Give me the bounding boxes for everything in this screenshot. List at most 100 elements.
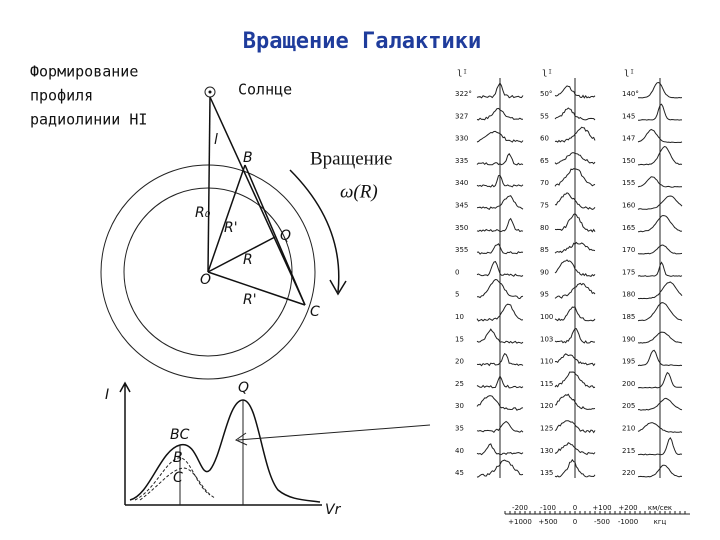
profile-curve	[476, 195, 524, 210]
longitude-label: 140°	[622, 90, 639, 98]
profile-curve	[554, 126, 596, 143]
profile-curve	[554, 192, 596, 210]
profile-curve	[637, 302, 683, 322]
profile-curve	[554, 328, 596, 344]
profile-curve	[554, 306, 596, 322]
plot-label: C	[173, 470, 183, 486]
longitude-label: 200	[622, 380, 635, 388]
caption-line: радиолинии HI	[30, 111, 147, 129]
caption-line: профиля	[30, 87, 93, 105]
profile-curve	[476, 217, 524, 233]
profile-curve	[638, 103, 682, 121]
profile-curve	[476, 174, 524, 188]
profile-curve	[476, 420, 524, 434]
geo-label: R	[243, 252, 253, 268]
profile-curve	[637, 81, 683, 99]
longitude-label: 10	[455, 313, 464, 321]
longitude-label: 95	[540, 291, 549, 299]
longitude-label: 145	[622, 112, 635, 120]
profile-curve	[637, 331, 683, 344]
profile-curve	[637, 437, 683, 456]
longitude-label: 120	[540, 402, 553, 410]
longitude-label: 190	[622, 335, 635, 343]
longitude-label: 180	[622, 291, 635, 299]
scale-label: км/сек	[648, 504, 672, 512]
geo-label: O	[200, 272, 211, 288]
longitude-label: 150	[622, 157, 635, 165]
profile-curve	[476, 353, 524, 367]
profile-curve	[637, 349, 683, 367]
profile-curve	[638, 397, 683, 411]
longitude-label: 135	[540, 469, 553, 477]
longitude-label: 60	[540, 135, 549, 143]
profile-curve	[554, 213, 596, 233]
longitude-label: 195	[622, 358, 635, 366]
geo-label: B	[243, 150, 253, 166]
longitude-label: 65	[540, 157, 549, 165]
plot-label: BC	[170, 427, 190, 443]
profile-curve	[476, 130, 524, 143]
profile-curve	[637, 244, 683, 255]
scale-label: -500	[594, 518, 610, 526]
longitude-label: 115	[540, 380, 553, 388]
longitude-label: 100	[540, 313, 553, 321]
profile-curve	[554, 282, 596, 299]
profile-curve	[554, 107, 596, 121]
scale-label: +1000	[508, 518, 532, 526]
plot-label: Vr	[325, 502, 342, 518]
longitude-label: 345	[455, 202, 468, 210]
geo-label: C	[310, 304, 320, 320]
scale-label: 0	[573, 504, 577, 512]
longitude-label: 25	[455, 380, 464, 388]
column-header: lᴵ	[457, 70, 468, 80]
longitude-label: 220	[622, 469, 635, 477]
scale-label: кгц	[654, 518, 667, 526]
longitude-label: 50°	[540, 90, 552, 98]
longitude-label: 15	[455, 335, 464, 343]
scale-label: -1000	[618, 518, 638, 526]
profile-curve	[476, 107, 523, 121]
longitude-label: 40	[455, 447, 464, 455]
profile-curve	[476, 81, 524, 99]
profile-curve	[554, 241, 596, 254]
profile-curve	[554, 353, 596, 367]
longitude-label: 205	[622, 402, 635, 410]
longitude-label: 175	[622, 268, 635, 276]
longitude-label: 45	[455, 469, 464, 477]
profile-curve	[554, 152, 596, 165]
profile-curve	[476, 374, 524, 389]
sun-label: Солнце	[238, 81, 292, 99]
scale-label: -200	[512, 504, 528, 512]
profile-curve	[554, 371, 596, 389]
geo-label: R'	[243, 292, 257, 308]
caption-line: Формирование	[30, 63, 138, 81]
geometry	[100, 86, 347, 380]
longitude-label: 327	[455, 112, 468, 120]
profile-curve	[477, 278, 524, 300]
profile-curve	[554, 420, 596, 434]
longitude-label: 110	[540, 358, 553, 366]
longitude-label: 130	[540, 447, 553, 455]
profile-curve	[476, 395, 524, 411]
longitude-label: 20	[455, 358, 464, 366]
profile-curve	[637, 195, 683, 210]
longitude-label: 330	[455, 135, 468, 143]
title: Вращение Галактики	[243, 29, 481, 54]
geo-label: Q	[280, 228, 291, 244]
longitude-label: 165	[622, 224, 635, 232]
longitude-label: 70	[540, 179, 549, 187]
omega-label: ω(R)	[340, 181, 378, 202]
profile-curve	[554, 458, 596, 478]
scale-label: 0	[573, 518, 577, 526]
profile-curve	[476, 459, 524, 478]
longitude-label: 147	[622, 135, 635, 143]
profile-curve	[637, 214, 683, 233]
profile-curve	[554, 393, 596, 410]
profile-curve	[476, 303, 524, 322]
longitude-label: 340	[455, 179, 468, 187]
column-header: lᴵ	[624, 70, 635, 80]
longitude-label: 155	[622, 179, 635, 187]
longitude-label: 80	[540, 224, 549, 232]
longitude-label: 185	[622, 313, 635, 321]
